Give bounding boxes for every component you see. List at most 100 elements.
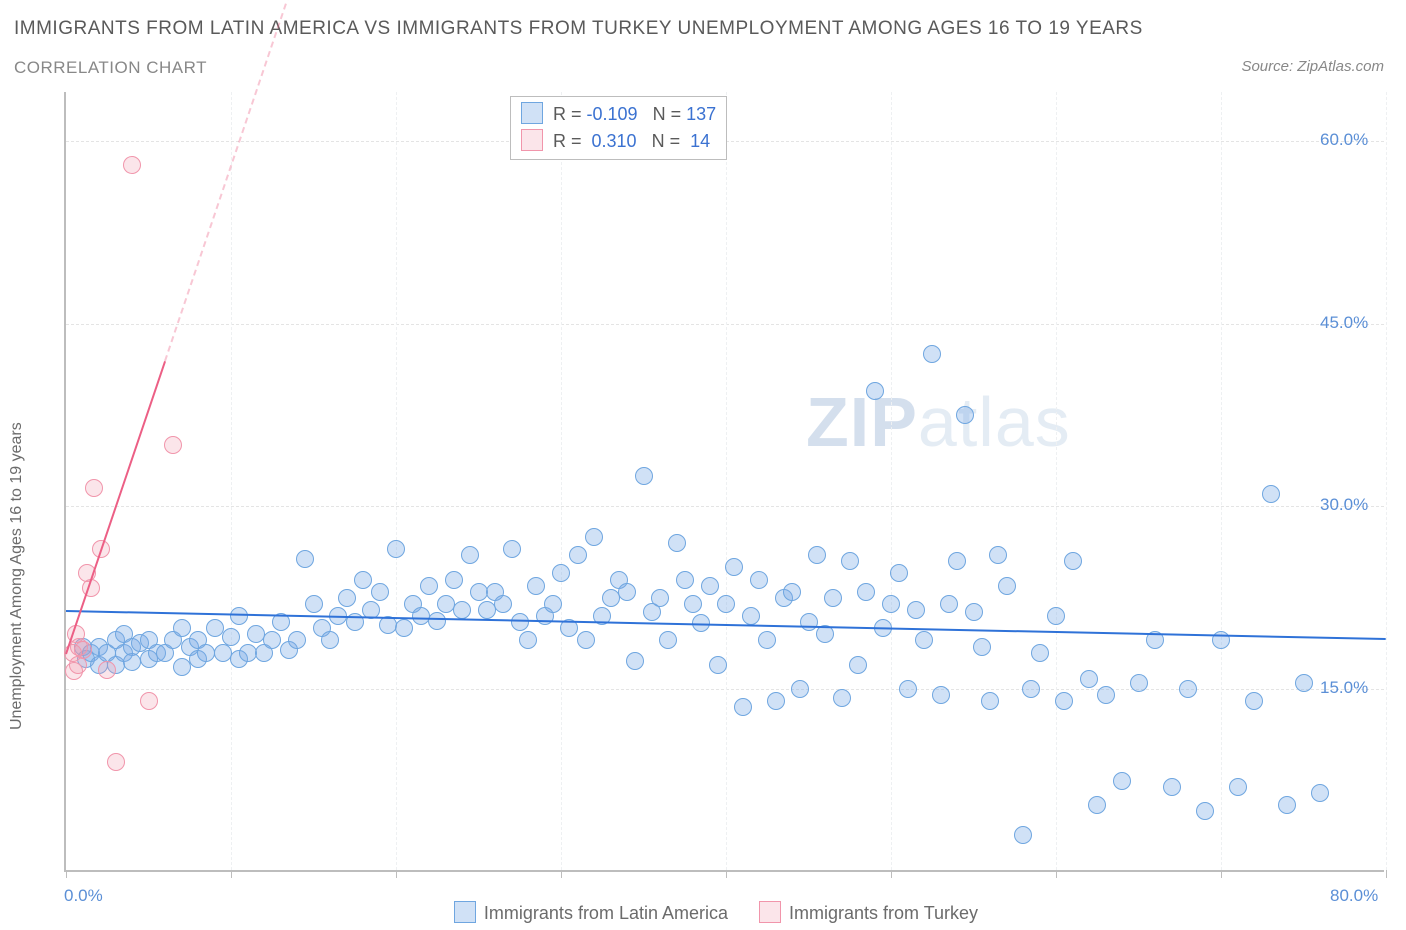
data-point-latin_america <box>932 686 950 704</box>
x-tick <box>561 870 562 878</box>
data-point-latin_america <box>173 658 191 676</box>
data-point-latin_america <box>824 589 842 607</box>
data-point-latin_america <box>420 577 438 595</box>
data-point-latin_america <box>791 680 809 698</box>
data-point-latin_america <box>206 619 224 637</box>
data-point-latin_america <box>296 550 314 568</box>
x-tick <box>1056 870 1057 878</box>
data-point-latin_america <box>998 577 1016 595</box>
data-point-latin_america <box>461 546 479 564</box>
x-axis-legend: Immigrants from Latin America Immigrants… <box>0 901 1406 924</box>
data-point-latin_america <box>940 595 958 613</box>
data-point-latin_america <box>701 577 719 595</box>
data-point-latin_america <box>288 631 306 649</box>
x-tick <box>1221 870 1222 878</box>
stats-swatch-latin-america <box>521 102 543 124</box>
stats-row: R = -0.109 N = 137 <box>521 101 716 128</box>
x-tick <box>396 870 397 878</box>
data-point-latin_america <box>849 656 867 674</box>
legend-swatch-turkey <box>759 901 781 923</box>
x-tick <box>891 870 892 878</box>
data-point-latin_america <box>882 595 900 613</box>
data-point-latin_america <box>758 631 776 649</box>
data-point-latin_america <box>734 698 752 716</box>
legend-label-turkey: Immigrants from Turkey <box>789 903 978 923</box>
data-point-latin_america <box>783 583 801 601</box>
stats-row: R = 0.310 N = 14 <box>521 128 716 155</box>
gridline-vertical <box>561 92 562 870</box>
data-point-latin_america <box>989 546 1007 564</box>
data-point-latin_america <box>725 558 743 576</box>
gridline-vertical <box>726 92 727 870</box>
data-point-latin_america <box>841 552 859 570</box>
data-point-latin_america <box>635 467 653 485</box>
data-point-latin_america <box>915 631 933 649</box>
data-point-latin_america <box>676 571 694 589</box>
data-point-latin_america <box>527 577 545 595</box>
data-point-latin_america <box>948 552 966 570</box>
data-point-latin_america <box>857 583 875 601</box>
data-point-turkey <box>98 661 116 679</box>
data-point-latin_america <box>173 619 191 637</box>
data-point-latin_america <box>709 656 727 674</box>
data-point-latin_america <box>800 613 818 631</box>
data-point-latin_america <box>651 589 669 607</box>
data-point-latin_america <box>371 583 389 601</box>
data-point-latin_america <box>239 644 257 662</box>
data-point-latin_america <box>494 595 512 613</box>
data-point-latin_america <box>1229 778 1247 796</box>
gridline-vertical <box>231 92 232 870</box>
y-tick-label: 15.0% <box>1320 678 1368 698</box>
data-point-latin_america <box>717 595 735 613</box>
data-point-latin_america <box>354 571 372 589</box>
data-point-latin_america <box>659 631 677 649</box>
data-point-latin_america <box>1055 692 1073 710</box>
data-point-latin_america <box>437 595 455 613</box>
data-point-latin_america <box>602 589 620 607</box>
gridline-vertical <box>1056 92 1057 870</box>
data-point-latin_america <box>247 625 265 643</box>
legend-label-latin-america: Immigrants from Latin America <box>484 903 728 923</box>
data-point-latin_america <box>1080 670 1098 688</box>
data-point-latin_america <box>338 589 356 607</box>
data-point-latin_america <box>263 631 281 649</box>
data-point-latin_america <box>808 546 826 564</box>
chart-subtitle: CORRELATION CHART <box>14 58 207 78</box>
data-point-latin_america <box>1097 686 1115 704</box>
stats-box: R = -0.109 N = 137R = 0.310 N = 14 <box>510 96 727 160</box>
y-tick-label: 45.0% <box>1320 313 1368 333</box>
data-point-latin_america <box>1295 674 1313 692</box>
data-point-latin_america <box>552 564 570 582</box>
data-point-turkey <box>140 692 158 710</box>
data-point-latin_america <box>1064 552 1082 570</box>
watermark-bold: ZIP <box>806 383 918 461</box>
stats-swatch-turkey <box>521 129 543 151</box>
data-point-latin_america <box>1014 826 1032 844</box>
gridline-vertical <box>1386 92 1387 870</box>
data-point-latin_america <box>742 607 760 625</box>
trend-line <box>164 0 364 361</box>
data-point-latin_america <box>1113 772 1131 790</box>
y-tick-label: 30.0% <box>1320 495 1368 515</box>
data-point-latin_america <box>585 528 603 546</box>
data-point-latin_america <box>387 540 405 558</box>
data-point-latin_america <box>1130 674 1148 692</box>
gridline-vertical <box>1221 92 1222 870</box>
x-tick <box>1386 870 1387 878</box>
data-point-latin_america <box>618 583 636 601</box>
data-point-latin_america <box>503 540 521 558</box>
data-point-latin_america <box>214 644 232 662</box>
data-point-latin_america <box>973 638 991 656</box>
data-point-latin_america <box>305 595 323 613</box>
y-tick-label: 60.0% <box>1320 130 1368 150</box>
data-point-latin_america <box>1088 796 1106 814</box>
data-point-latin_america <box>123 653 141 671</box>
data-point-latin_america <box>767 692 785 710</box>
data-point-latin_america <box>833 689 851 707</box>
data-point-latin_america <box>197 644 215 662</box>
data-point-latin_america <box>1031 644 1049 662</box>
data-point-latin_america <box>923 345 941 363</box>
data-point-latin_america <box>1196 802 1214 820</box>
data-point-turkey <box>123 156 141 174</box>
x-tick <box>231 870 232 878</box>
